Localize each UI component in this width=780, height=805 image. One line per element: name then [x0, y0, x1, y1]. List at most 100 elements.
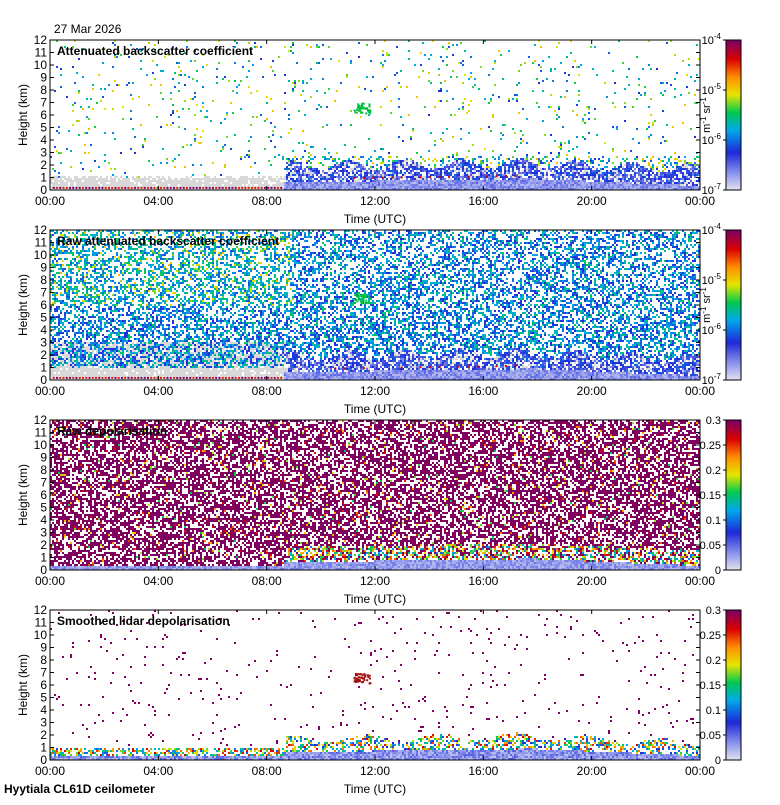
y-tick-label: 8	[40, 83, 47, 97]
panel-title: Smoothed lidar depolarisation	[57, 614, 230, 628]
y-tick-label: 12	[34, 223, 48, 237]
x-tick-label: 16:00	[468, 574, 498, 588]
y-tick-label: 4	[40, 703, 47, 717]
x-tick-label: 08:00	[252, 384, 282, 398]
colorbar-tick-label: 0.05	[700, 730, 721, 742]
y-axis-label: Height (km)	[16, 654, 30, 716]
y-tick-label: 1	[40, 171, 47, 185]
y-tick-label: 6	[40, 108, 47, 122]
y-tick-label: 6	[40, 298, 47, 312]
colorbar-tick-label: 0.15	[700, 680, 721, 692]
y-axis-label: Height (km)	[16, 274, 30, 336]
y-tick-label: 12	[34, 603, 48, 617]
y-tick-label: 9	[40, 261, 47, 275]
x-tick-label: 12:00	[360, 764, 390, 778]
y-tick-label: 4	[40, 323, 47, 337]
x-tick-label: 16:00	[468, 764, 498, 778]
x-tick-label: 08:00	[252, 194, 282, 208]
y-tick-label: 1	[40, 551, 47, 565]
x-tick-label: 00:00	[35, 194, 65, 208]
x-tick-label: 04:00	[143, 764, 173, 778]
colorbar-tick-label: 0.25	[700, 440, 721, 452]
y-tick-label: 7	[40, 286, 47, 300]
x-tick-label: 04:00	[143, 384, 173, 398]
panel-title: Raw attenuated backscatter coefficient	[57, 234, 279, 248]
x-tick-label: 16:00	[468, 384, 498, 398]
x-tick-label: 00:00	[35, 574, 65, 588]
y-tick-label: 4	[40, 513, 47, 527]
y-tick-label: 5	[40, 121, 47, 135]
y-axis-label: Height (km)	[16, 464, 30, 526]
y-tick-label: 2	[40, 158, 47, 172]
colorbar-tick-label: 0.2	[706, 655, 721, 667]
y-tick-label: 11	[35, 236, 48, 250]
y-tick-label: 1	[40, 741, 47, 755]
y-tick-label: 3	[40, 336, 47, 350]
x-tick-label: 20:00	[577, 574, 607, 588]
y-tick-label: 7	[40, 476, 47, 490]
colorbar-tick-label: 0.05	[700, 540, 721, 552]
x-axis-label: Time (UTC)	[344, 402, 406, 416]
colorbar-tick-label: 0.1	[706, 705, 721, 717]
y-tick-label: 2	[40, 348, 47, 362]
colorbar-tick-label: 0.1	[706, 515, 721, 527]
y-tick-label: 12	[34, 33, 48, 47]
x-axis-label: Time (UTC)	[344, 592, 406, 606]
y-tick-label: 10	[34, 438, 48, 452]
y-tick-label: 3	[40, 526, 47, 540]
panel-title: Attenuated backscatter coefficient	[57, 44, 253, 58]
y-tick-label: 3	[40, 146, 47, 160]
y-tick-label: 5	[40, 311, 47, 325]
y-tick-label: 9	[40, 641, 47, 655]
date-label: 27 Mar 2026	[54, 22, 122, 36]
colorbar-tick-label: 0	[715, 755, 721, 767]
y-tick-label: 12	[34, 413, 48, 427]
colorbar-tick-label: 0.15	[700, 490, 721, 502]
y-tick-label: 11	[35, 46, 48, 60]
y-tick-label: 4	[40, 133, 47, 147]
y-tick-label: 2	[40, 728, 47, 742]
x-tick-label: 20:00	[577, 764, 607, 778]
y-tick-label: 8	[40, 273, 47, 287]
x-tick-label: 08:00	[252, 574, 282, 588]
y-tick-label: 6	[40, 678, 47, 692]
y-tick-label: 10	[34, 248, 48, 262]
y-tick-label: 10	[34, 628, 48, 642]
y-tick-label: 7	[40, 96, 47, 110]
y-tick-label: 6	[40, 488, 47, 502]
x-axis-label: Time (UTC)	[344, 212, 406, 226]
y-tick-label: 1	[40, 361, 47, 375]
y-tick-label: 9	[40, 451, 47, 465]
x-axis-label: Time (UTC)	[344, 782, 406, 796]
y-tick-label: 9	[40, 71, 47, 85]
y-tick-label: 3	[40, 716, 47, 730]
x-tick-label: 12:00	[360, 194, 390, 208]
y-tick-label: 7	[40, 666, 47, 680]
y-tick-label: 2	[40, 538, 47, 552]
x-tick-label: 12:00	[360, 384, 390, 398]
site-instrument-label: Hyytiala CL61D ceilometer	[4, 782, 155, 796]
x-tick-label: 04:00	[143, 194, 173, 208]
x-tick-label: 20:00	[577, 384, 607, 398]
colorbar-tick-label: 0.2	[706, 465, 721, 477]
plot-area	[50, 610, 700, 760]
y-tick-label: 5	[40, 501, 47, 515]
colorbar-tick-label: 0.3	[706, 605, 721, 617]
y-axis-label: Height (km)	[16, 84, 30, 146]
colorbar-tick-label: 0.3	[706, 415, 721, 427]
y-tick-label: 10	[34, 58, 48, 72]
x-tick-label: 08:00	[252, 764, 282, 778]
y-tick-label: 11	[35, 616, 48, 630]
y-tick-label: 8	[40, 463, 47, 477]
y-tick-label: 8	[40, 653, 47, 667]
colorbar-tick-label: 0	[715, 565, 721, 577]
x-tick-label: 00:00	[685, 574, 715, 588]
y-tick-label: 11	[35, 426, 48, 440]
colorbar-tick-label: 0.25	[700, 630, 721, 642]
y-tick-label: 5	[40, 691, 47, 705]
x-tick-label: 16:00	[468, 194, 498, 208]
x-tick-label: 20:00	[577, 194, 607, 208]
x-tick-label: 04:00	[143, 574, 173, 588]
